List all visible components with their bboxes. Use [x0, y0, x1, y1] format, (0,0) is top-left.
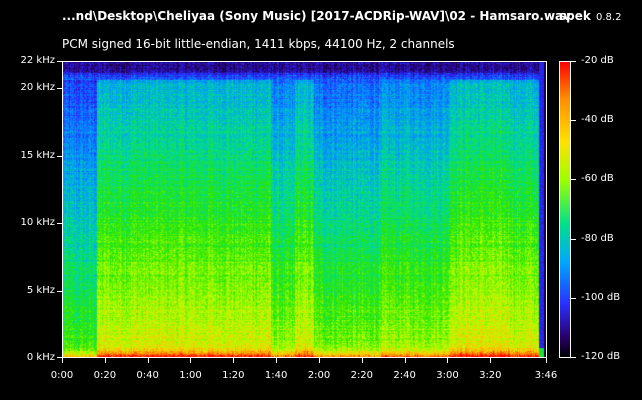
db-tick-mark	[571, 357, 576, 358]
x-tick-label: 3:20	[479, 370, 502, 381]
y-tick-label: 22 kHz	[20, 55, 55, 66]
db-tick-mark	[571, 179, 576, 181]
x-tick-label: 2:00	[307, 370, 331, 381]
x-tick-mark	[447, 358, 449, 363]
x-tick-mark	[404, 358, 406, 363]
app-version: 0.8.2	[596, 12, 622, 23]
x-tick-mark	[361, 358, 363, 363]
db-tick-mark	[571, 238, 576, 240]
y-tick-mark	[57, 357, 62, 358]
y-tick-label: 5 kHz	[26, 284, 55, 296]
y-tick-label: 15 kHz	[20, 149, 55, 161]
x-tick-label: 1:40	[264, 370, 288, 381]
x-tick-mark	[276, 358, 278, 363]
x-tick-mark	[190, 358, 192, 363]
x-tick-label: 0:00	[50, 370, 74, 381]
db-tick-mark	[571, 297, 576, 299]
y-tick-mark	[57, 61, 62, 62]
x-tick-label: 1:20	[222, 370, 245, 381]
x-tick-mark	[233, 358, 235, 363]
x-tick-mark	[490, 358, 492, 363]
x-tick-label: 0:40	[136, 370, 159, 381]
y-tick-mark	[57, 155, 62, 157]
audio-info: PCM signed 16-bit little-endian, 1411 kb…	[62, 37, 455, 51]
x-tick-label: 3:46	[534, 370, 558, 381]
db-tick-label: -20 dB	[581, 55, 614, 66]
x-tick-label: 2:40	[393, 370, 416, 381]
db-tick-label: -80 dB	[581, 232, 614, 244]
x-tick-mark	[62, 358, 63, 363]
y-tick-label: 20 kHz	[20, 82, 55, 93]
db-tick-label: -100 dB	[581, 291, 621, 303]
y-tick-mark	[57, 223, 62, 224]
x-tick-label: 1:00	[179, 370, 202, 381]
y-tick-mark	[57, 88, 62, 89]
db-tick-mark	[571, 61, 576, 62]
x-tick-label: 2:20	[350, 370, 374, 381]
spectrogram	[62, 61, 547, 358]
db-tick-label: -60 dB	[581, 173, 614, 185]
db-colorbar	[559, 61, 571, 358]
y-tick-mark	[57, 290, 62, 292]
file-title: ...nd\Desktop\Cheliyaa (Sony Music) [201…	[62, 9, 571, 23]
x-tick-label: 0:20	[93, 370, 117, 381]
x-tick-mark	[104, 358, 106, 363]
db-tick-label: -120 dB	[581, 351, 621, 362]
y-tick-label: 10 kHz	[20, 217, 55, 228]
y-tick-label: 0 kHz	[26, 352, 55, 363]
x-tick-label: 3:00	[436, 370, 459, 381]
x-tick-mark	[546, 358, 547, 363]
db-tick-mark	[571, 120, 576, 122]
app-name: spek	[559, 9, 591, 23]
x-tick-mark	[147, 358, 149, 363]
db-tick-label: -40 dB	[581, 114, 614, 126]
x-tick-mark	[318, 358, 320, 363]
